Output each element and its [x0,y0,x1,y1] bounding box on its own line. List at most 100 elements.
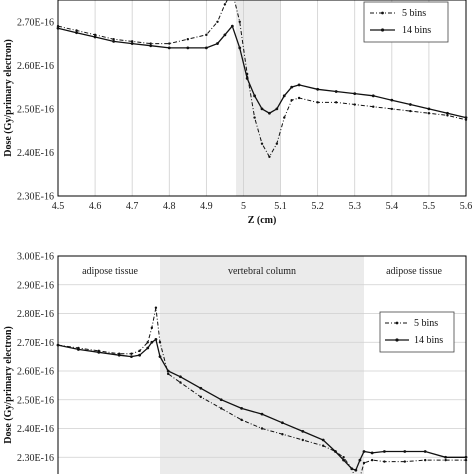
top-plot-frame [57,0,467,197]
bot-point-14bins [354,468,358,472]
bot-point-14bins [97,350,101,354]
top-x-axis-label: Z (cm) [248,215,277,226]
top-x-tick-label: 4.5 [52,201,65,212]
top-point-14bins [353,92,357,96]
top-point-14bins [427,107,431,111]
bot-point-5bins [220,407,223,410]
top-point-14bins [297,83,301,87]
bot-point-14bins [117,353,121,357]
top-point-5bins [149,42,152,45]
top-point-5bins [56,24,60,28]
top-point-5bins [205,33,208,37]
top-point-14bins [260,107,264,111]
region-label-vertebral-column: vertebral column [228,266,296,277]
top-y-tick-label: 2.60E-16 [17,61,54,72]
top-point-14bins [238,46,242,50]
top-point-5bins [390,107,394,111]
bot-point-5bins [370,458,374,462]
bottom-chart: 2.30E-16 2.40E-16 2.50E-16 2.60E-16 2.70E-16… [3,252,468,474]
top-point-14bins [75,31,78,35]
top-point-14bins [186,46,190,50]
top-point-5bins [238,20,241,23]
top-point-5bins [334,101,338,104]
top-point-5bins [112,38,115,41]
bot-point-5bins [130,352,133,355]
top-point-5bins [268,155,271,158]
top-point-5bins [427,112,431,115]
bot-point-14bins [423,450,427,453]
top-point-5bins [260,142,264,145]
top-x-tick-label: 5.4 [386,201,399,212]
bot-point-14bins [166,369,170,373]
top-y-tick-label: 2.70E-16 [17,17,54,28]
top-point-5bins [216,20,219,23]
bot-point-14bins [362,450,366,453]
bot-point-5bins [150,326,154,330]
top-point-5bins [93,33,97,37]
bot-point-14bins [130,355,133,359]
top-point-14bins [268,111,271,115]
top-point-5bins [223,3,227,6]
top-legend-label-5bins: 5 bins [402,8,426,19]
top-point-14bins [204,46,208,50]
top-y-axis-label: Dose (Gy/primary electron) [3,39,14,157]
top-point-5bins [297,96,301,100]
top-point-5bins [290,98,293,102]
top-point-5bins [353,103,356,106]
bot-point-5bins [444,458,447,462]
bot-point-14bins [154,337,158,341]
bot-y-tick-label: 2.80E-16 [17,309,54,320]
top-y-tick-label: 2.40E-16 [17,148,54,159]
bot-point-14bins [301,429,305,433]
bottom-plot-frame [57,255,467,474]
bot-point-14bins [77,348,80,351]
top-point-14bins [216,42,219,45]
bot-y-tick-label: 3.00E-16 [17,252,54,263]
bottom-legend-label-5bins: 5 bins [414,318,438,329]
bot-point-5bins [281,433,284,436]
top-shaded-region [236,0,281,196]
bot-point-14bins [179,375,182,379]
bot-point-14bins [219,398,223,402]
top-x-tick-label: 4.8 [163,201,176,212]
top-point-5bins [186,38,190,41]
top-point-5bins [75,29,78,32]
bot-point-14bins [240,406,244,410]
bot-point-5bins [342,456,345,459]
bot-point-14bins [444,455,447,459]
bot-point-5bins [464,458,468,462]
bot-point-14bins [260,412,264,416]
top-legend-label-14bins: 14 bins [402,25,431,36]
top-point-14bins [275,107,279,111]
top-point-14bins [167,46,171,50]
bot-point-14bins [281,421,284,425]
bot-point-5bins [199,395,202,399]
bot-y-tick-label: 2.30E-16 [17,453,54,464]
bot-point-14bins [403,450,407,453]
bot-y-tick-label: 2.40E-16 [17,424,54,435]
top-point-14bins [408,103,412,106]
top-y-tick-label: 2.30E-16 [17,192,54,203]
bot-point-5bins [362,461,366,465]
bot-point-14bins [383,450,386,453]
bot-point-14bins [464,455,468,459]
bot-point-14bins [370,451,374,455]
top-point-14bins [56,26,60,30]
bot-y-tick-label: 2.70E-16 [17,338,54,349]
top-point-14bins [390,98,394,102]
top-point-14bins [149,44,153,48]
top-point-14bins [230,24,234,28]
bot-point-14bins [158,355,162,359]
bot-point-5bins [138,349,141,353]
top-point-5bins [372,105,375,108]
bot-point-5bins [260,427,264,430]
top-point-14bins [245,77,249,80]
top-series-line-5bins [57,0,467,158]
top-point-5bins [130,40,134,43]
top-point-14bins [253,94,256,98]
bot-point-5bins [158,341,162,344]
bot-y-tick-label: 2.90E-16 [17,280,54,291]
bot-point-14bins [321,438,325,442]
bot-point-5bins [154,306,158,309]
